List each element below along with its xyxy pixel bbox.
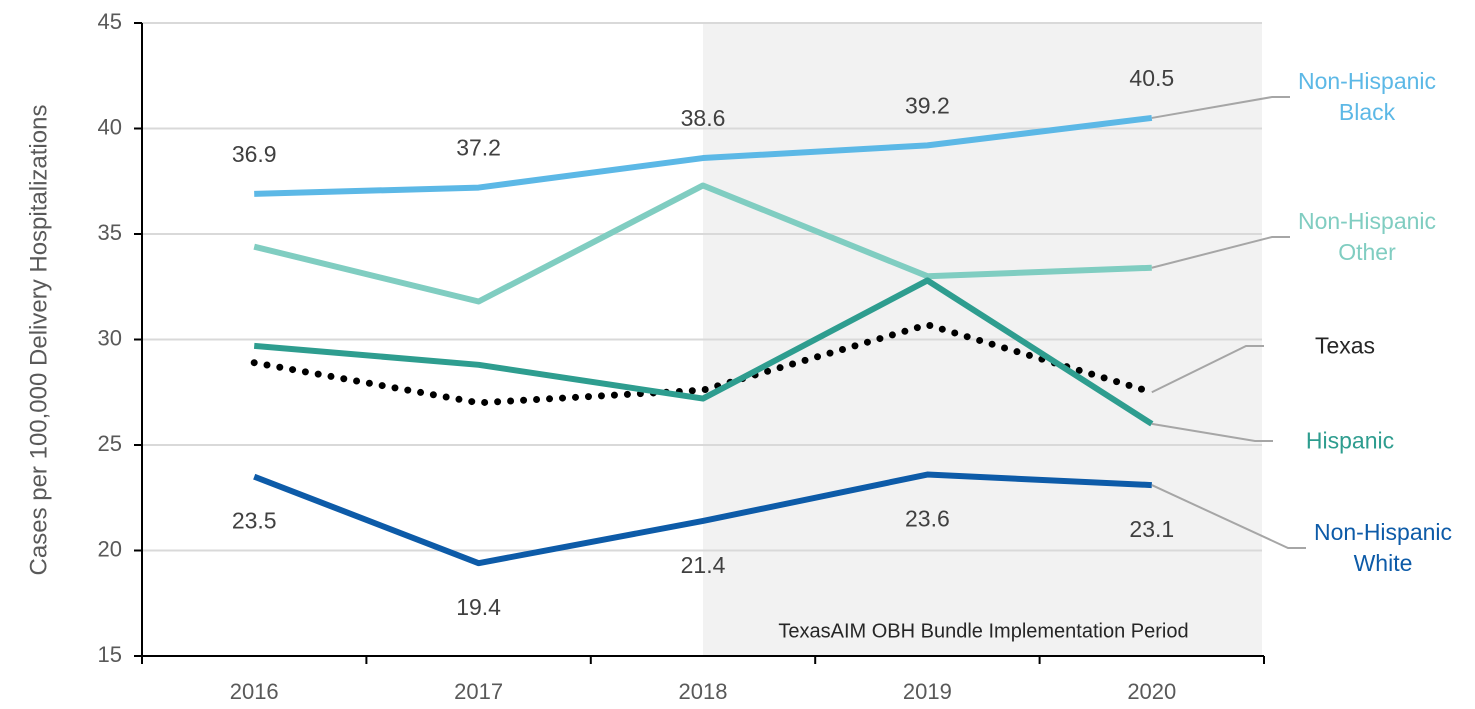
x-tick-label: 2018 <box>679 679 728 704</box>
leader-line <box>1151 345 1264 394</box>
y-tick-label: 25 <box>98 431 122 456</box>
x-tick-label: 2019 <box>903 679 952 704</box>
y-axis-label: Cases per 100,000 Delivery Hospitalizati… <box>25 105 52 576</box>
series-line <box>254 114 1153 197</box>
legend-label: Texas <box>1314 332 1376 359</box>
x-tick-label: 2017 <box>454 679 503 704</box>
leader-line <box>1151 96 1290 119</box>
series-line <box>253 182 1152 305</box>
y-tick-label: 30 <box>98 325 122 350</box>
data-label: 38.6 <box>681 105 726 131</box>
leader-line <box>1151 236 1290 269</box>
data-label: 40.5 <box>1129 65 1174 91</box>
x-tick-label: 2020 <box>1127 679 1176 704</box>
data-label: 19.4 <box>456 594 501 620</box>
data-label: 39.2 <box>905 92 950 118</box>
data-label: 23.5 <box>232 508 277 534</box>
x-tick-label: 2016 <box>230 679 279 704</box>
y-tick-label: 40 <box>98 114 122 139</box>
series-line <box>253 277 1154 427</box>
legend-label: Hispanic <box>1305 427 1395 454</box>
leader-line <box>1151 484 1306 549</box>
y-tick-label: 20 <box>98 536 122 561</box>
y-tick-label: 45 <box>98 9 122 34</box>
y-tick-label: 35 <box>98 220 122 245</box>
series-line <box>253 471 1152 567</box>
data-label: 36.9 <box>232 141 277 167</box>
series-line <box>250 321 1156 407</box>
data-label: 21.4 <box>681 552 726 578</box>
legend-label: Non-Hispanic Other <box>1297 208 1437 265</box>
legend-label: Non-Hispanic White <box>1313 519 1453 576</box>
leader-line <box>1151 422 1273 442</box>
data-label: 37.2 <box>456 135 501 161</box>
annotation: TexasAIM OBH Bundle Implementation Perio… <box>778 620 1188 642</box>
data-label: 23.6 <box>905 506 950 532</box>
data-label: 23.1 <box>1129 516 1174 542</box>
y-tick-label: 15 <box>98 642 122 667</box>
legend-label: Non-Hispanic Black <box>1297 68 1437 125</box>
